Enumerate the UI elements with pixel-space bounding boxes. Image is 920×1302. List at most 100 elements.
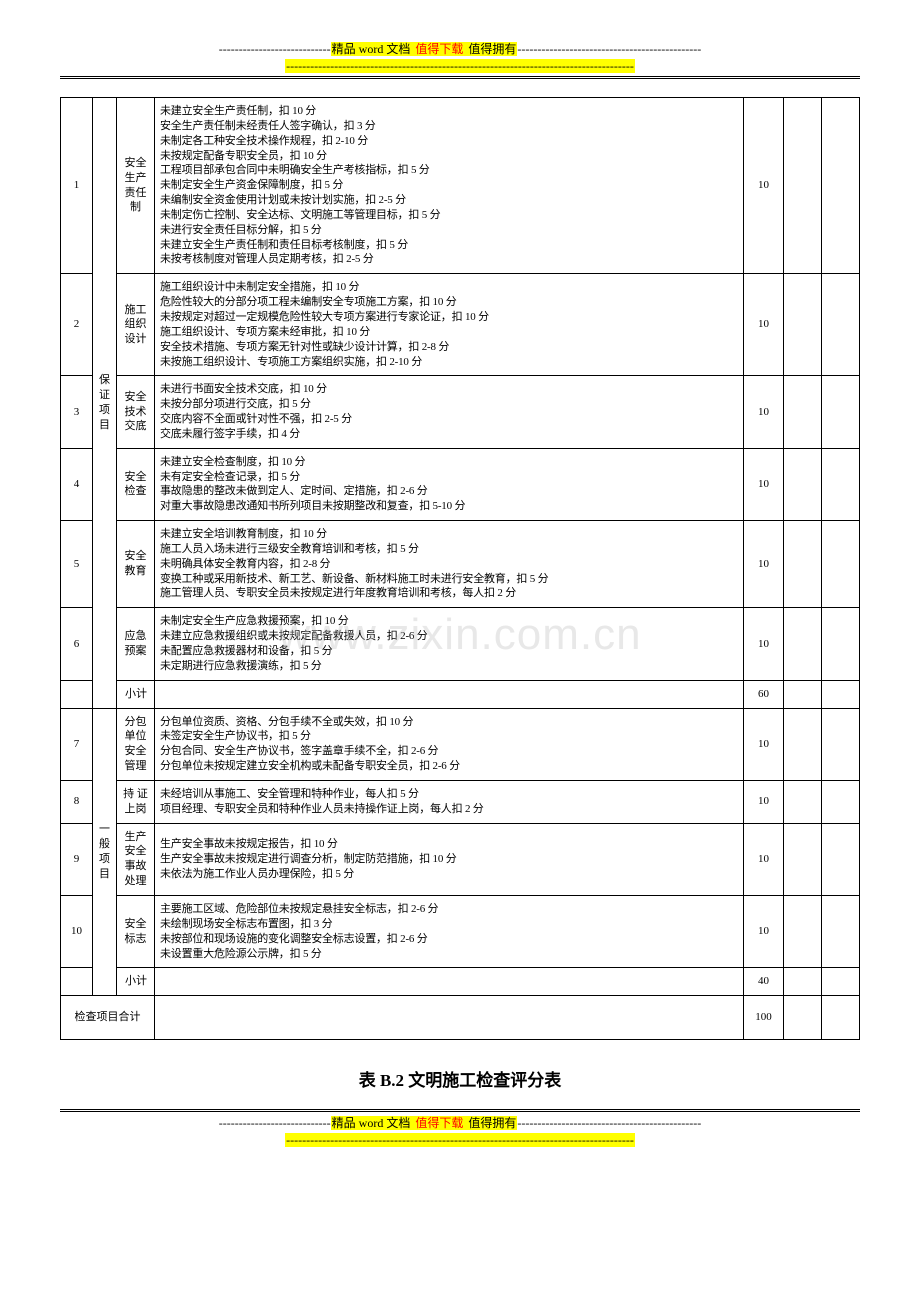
table-row: 4 安全检查 未建立安全检查制度，扣 10 分 未有定安全检查记录，扣 5 分 … [61,448,860,520]
dash-left: ---------------------------- [219,1116,331,1130]
row-score: 10 [744,780,784,823]
row-desc: 未进行书面安全技术交底，扣 10 分 未按分部分项进行交底，扣 5 分 交底内容… [155,376,744,448]
table-row: 9 生产安全事故处理 生产安全事故未按规定报告，扣 10 分 生产安全事故未按规… [61,823,860,895]
blank [784,895,822,967]
row-desc: 施工组织设计中未制定安全措施，扣 10 分 危险性较大的分部分项工程未编制安全专… [155,274,744,376]
table-row: 8 持 证上岗 未经培训从事施工、安全管理和特种作业，每人扣 5 分 项目经理、… [61,780,860,823]
row-desc: 未经培训从事施工、安全管理和特种作业，每人扣 5 分 项目经理、专职安全员和特种… [155,780,744,823]
table-row: 2 施工组织设计 施工组织设计中未制定安全措施，扣 10 分 危险性较大的分部分… [61,274,860,376]
subtotal-row: 小计 40 [61,968,860,996]
row-item: 生产安全事故处理 [117,823,155,895]
blank [784,98,822,274]
blank [822,780,860,823]
row-item: 安全教育 [117,521,155,608]
blank [784,680,822,708]
row-desc: 未建立安全培训教育制度，扣 10 分 施工人员入场未进行三级安全教育培训和考核，… [155,521,744,608]
row-desc: 未建立安全生产责任制，扣 10 分 安全生产责任制未经责任人签字确认，扣 3 分… [155,98,744,274]
blank [784,708,822,780]
row-num: 8 [61,780,93,823]
blank [784,823,822,895]
row-num: 3 [61,376,93,448]
table-row: 3 安全技术交底 未进行书面安全技术交底，扣 10 分 未按分部分项进行交底，扣… [61,376,860,448]
row-num: 9 [61,823,93,895]
row-score: 10 [744,823,784,895]
blank [155,996,744,1040]
row-desc: 未建立安全检查制度，扣 10 分 未有定安全检查记录，扣 5 分 事故隐患的整改… [155,448,744,520]
row-item: 安全检查 [117,448,155,520]
rule-bottom [60,1109,860,1112]
hl2: 值得下载 [414,1116,467,1130]
blank [822,376,860,448]
top-banner-2: ----------------------------------------… [60,59,860,74]
blank [822,98,860,274]
category-a: 保证项目 [93,98,117,709]
row-score: 10 [744,448,784,520]
row-score: 10 [744,376,784,448]
row-desc: 未制定安全生产应急救援预案，扣 10 分 未建立应急救援组织或未按规定配备救援人… [155,608,744,680]
row-score: 10 [744,274,784,376]
dash-full: ----------------------------------------… [285,59,635,73]
blank [784,780,822,823]
top-banner: ----------------------------精品 word 文档 值… [60,40,860,57]
blank [822,608,860,680]
row-score: 10 [744,608,784,680]
row-num: 6 [61,608,93,680]
row-score: 10 [744,521,784,608]
blank [61,968,93,996]
row-score: 10 [744,98,784,274]
row-num: 7 [61,708,93,780]
row-num: 4 [61,448,93,520]
scoring-table: 1 保证项目 安全生产责任制 未建立安全生产责任制，扣 10 分 安全生产责任制… [60,97,860,1040]
subtotal-label: 小计 [117,968,155,996]
table-row: 1 保证项目 安全生产责任制 未建立安全生产责任制，扣 10 分 安全生产责任制… [61,98,860,274]
blank [822,274,860,376]
blank [822,680,860,708]
blank [784,521,822,608]
subtotal-score: 60 [744,680,784,708]
total-label: 检查项目合计 [61,996,155,1040]
subtotal-score: 40 [744,968,784,996]
hl1: 精品 word 文档 [331,1116,415,1130]
row-item: 分包单位安全管理 [117,708,155,780]
blank [822,708,860,780]
table-row: 6 应急预案 未制定安全生产应急救援预案，扣 10 分 未建立应急救援组织或未按… [61,608,860,680]
total-score: 100 [744,996,784,1040]
blank [784,608,822,680]
category-b: 一般项目 [93,708,117,996]
row-desc: 分包单位资质、资格、分包手续不全或失效，扣 10 分 未签定安全生产协议书，扣 … [155,708,744,780]
next-table-caption: 表 B.2 文明施工检查评分表 [60,1066,860,1091]
row-item: 持 证上岗 [117,780,155,823]
table-row: 10 安全标志 主要施工区域、危险部位未按规定悬挂安全标志，扣 2-6 分 未绘… [61,895,860,967]
blank [784,448,822,520]
row-item: 应急预案 [117,608,155,680]
row-score: 10 [744,708,784,780]
hl2: 值得下载 [414,42,467,56]
blank [784,376,822,448]
row-num: 2 [61,274,93,376]
subtotal-row: 小计 60 [61,680,860,708]
dash-left: ---------------------------- [219,42,331,56]
row-item: 安全标志 [117,895,155,967]
blank [784,274,822,376]
row-score: 10 [744,895,784,967]
row-item: 施工组织设计 [117,274,155,376]
hl1: 精品 word 文档 [331,42,415,56]
rule-top [60,76,860,79]
blank [784,996,822,1040]
dash-right: ----------------------------------------… [517,1116,701,1130]
row-desc: 主要施工区域、危险部位未按规定悬挂安全标志，扣 2-6 分 未绘制现场安全标志布… [155,895,744,967]
blank [822,968,860,996]
row-desc: 生产安全事故未按规定报告，扣 10 分 生产安全事故未按规定进行调查分析，制定防… [155,823,744,895]
bottom-banner-2: ----------------------------------------… [60,1133,860,1148]
row-item: 安全技术交底 [117,376,155,448]
blank [784,968,822,996]
blank [61,680,93,708]
blank [822,521,860,608]
blank [822,996,860,1040]
blank [822,895,860,967]
blank [822,448,860,520]
blank [155,680,744,708]
row-item: 安全生产责任制 [117,98,155,274]
row-num: 5 [61,521,93,608]
hl3: 值得拥有 [467,1116,517,1130]
